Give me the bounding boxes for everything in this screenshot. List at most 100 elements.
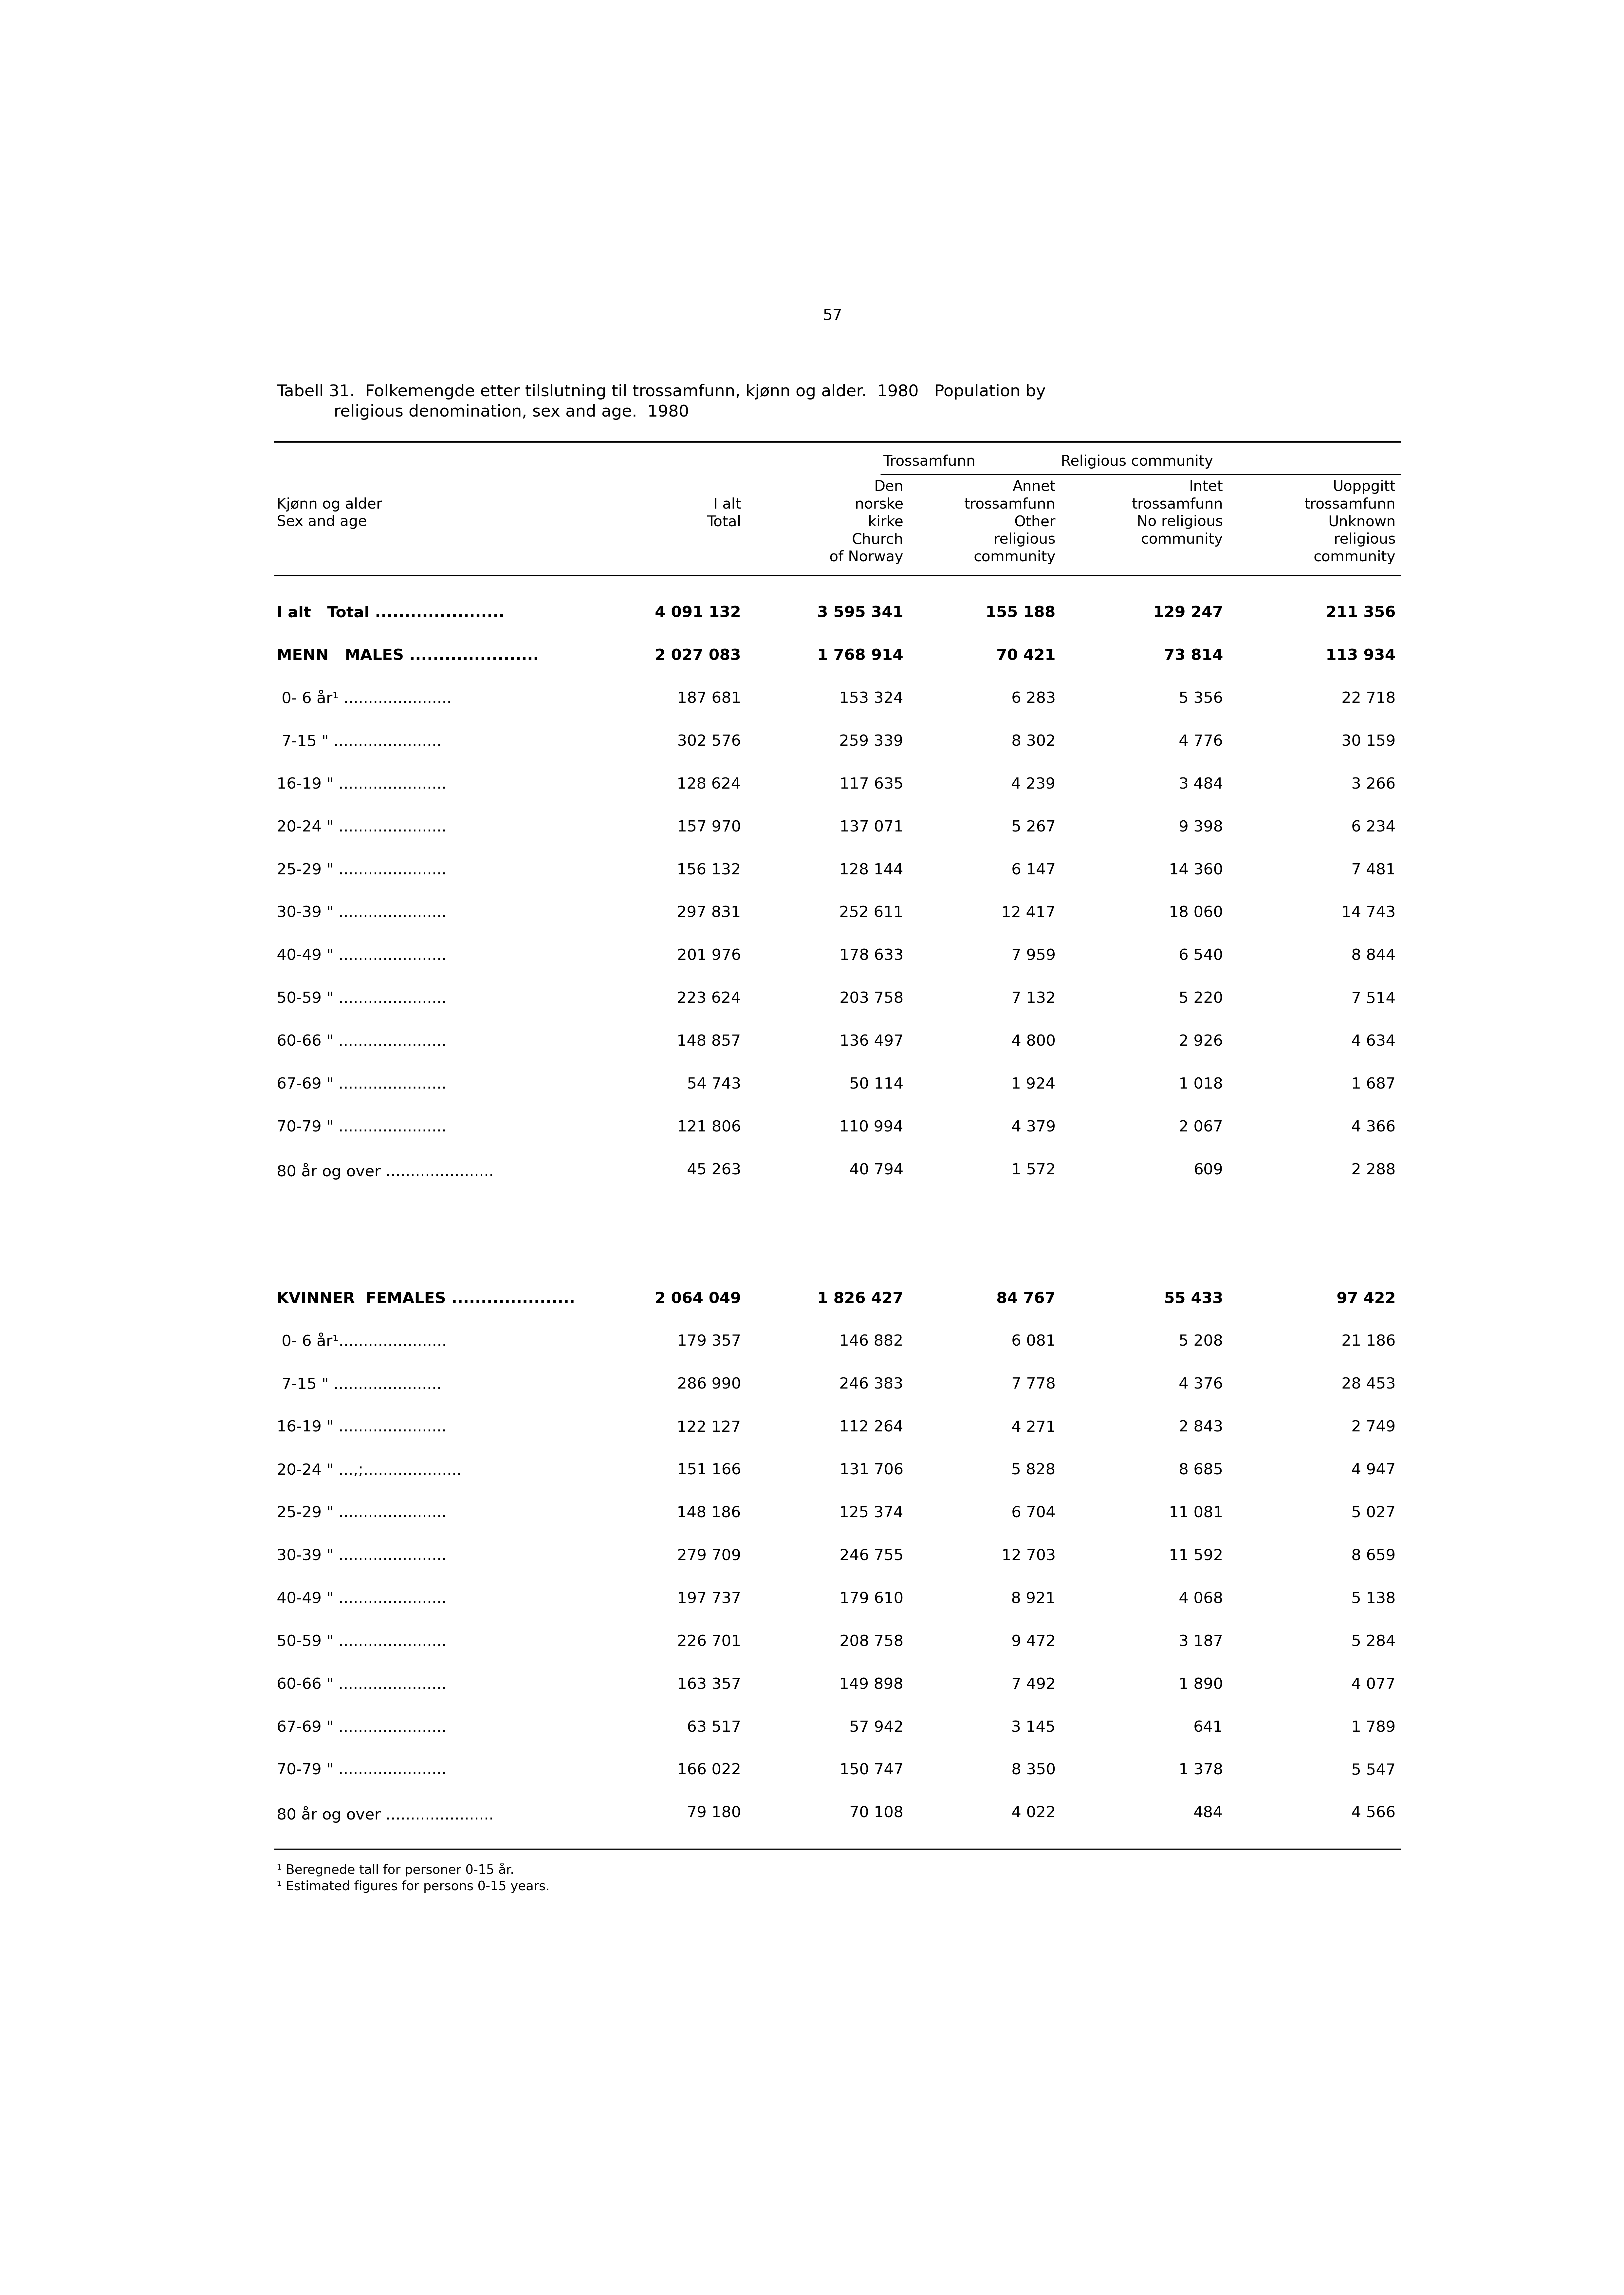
Text: 50-59 " ......................: 50-59 " ...................... (276, 1634, 447, 1650)
Text: 9 472: 9 472 (1012, 1634, 1056, 1650)
Text: 2 843: 2 843 (1179, 1421, 1223, 1434)
Text: 16-19 " ......................: 16-19 " ...................... (276, 778, 447, 792)
Text: 73 814: 73 814 (1164, 649, 1223, 663)
Text: 6 234: 6 234 (1351, 819, 1395, 835)
Text: 223 624: 223 624 (677, 991, 741, 1005)
Text: 20-24 " ...,;....................: 20-24 " ...,;.................... (276, 1464, 461, 1478)
Text: 70-79 " ......................: 70-79 " ...................... (276, 1120, 447, 1136)
Text: 6 704: 6 704 (1012, 1506, 1056, 1522)
Text: 7 481: 7 481 (1351, 863, 1395, 877)
Text: 1 789: 1 789 (1351, 1721, 1395, 1735)
Text: 4 566: 4 566 (1351, 1806, 1395, 1820)
Text: 4 634: 4 634 (1351, 1035, 1395, 1049)
Text: 28 453: 28 453 (1341, 1377, 1395, 1393)
Text: 179 357: 179 357 (677, 1333, 741, 1349)
Text: 6 540: 6 540 (1179, 948, 1223, 964)
Text: religious: religious (1333, 532, 1395, 546)
Text: 153 324: 153 324 (840, 691, 903, 707)
Text: 4 947: 4 947 (1351, 1464, 1395, 1478)
Text: community: community (1314, 551, 1395, 565)
Text: 4 091 132: 4 091 132 (654, 606, 741, 620)
Text: 252 611: 252 611 (840, 907, 903, 920)
Text: 12 703: 12 703 (1002, 1549, 1056, 1563)
Text: 1 890: 1 890 (1179, 1678, 1223, 1691)
Text: 246 755: 246 755 (840, 1549, 903, 1563)
Text: 57 942: 57 942 (849, 1721, 903, 1735)
Text: 57: 57 (822, 308, 843, 324)
Text: 4 776: 4 776 (1179, 734, 1223, 748)
Text: 1 924: 1 924 (1012, 1076, 1056, 1092)
Text: 7-15 " ......................: 7-15 " ...................... (276, 734, 442, 748)
Text: 2 027 083: 2 027 083 (654, 649, 741, 663)
Text: 2 926: 2 926 (1179, 1035, 1223, 1049)
Text: 226 701: 226 701 (677, 1634, 741, 1650)
Text: 148 186: 148 186 (677, 1506, 741, 1522)
Text: 3 266: 3 266 (1351, 778, 1395, 792)
Text: 178 633: 178 633 (840, 948, 903, 964)
Text: 70-79 " ......................: 70-79 " ...................... (276, 1763, 447, 1779)
Text: 11 592: 11 592 (1169, 1549, 1223, 1563)
Text: 8 302: 8 302 (1012, 734, 1056, 748)
Text: 1 768 914: 1 768 914 (817, 649, 903, 663)
Text: 129 247: 129 247 (1153, 606, 1223, 620)
Text: 67-69 " ......................: 67-69 " ...................... (276, 1076, 447, 1092)
Text: 4 379: 4 379 (1012, 1120, 1056, 1136)
Text: Tabell 31.  Folkemengde etter tilslutning til trossamfunn, kjønn og alder.  1980: Tabell 31. Folkemengde etter tilslutning… (276, 383, 1046, 399)
Text: 25-29 " ......................: 25-29 " ...................... (276, 863, 447, 877)
Text: 45 263: 45 263 (687, 1164, 741, 1177)
Text: 70 421: 70 421 (997, 649, 1056, 663)
Text: 6 081: 6 081 (1012, 1333, 1056, 1349)
Text: 8 685: 8 685 (1179, 1464, 1223, 1478)
Text: 484: 484 (1194, 1806, 1223, 1820)
Text: 201 976: 201 976 (677, 948, 741, 964)
Text: 21 186: 21 186 (1341, 1333, 1395, 1349)
Text: Trossamfunn: Trossamfunn (883, 454, 976, 468)
Text: 18 060: 18 060 (1169, 907, 1223, 920)
Text: ¹ Beregnede tall for personer 0-15 år.: ¹ Beregnede tall for personer 0-15 år. (276, 1864, 515, 1877)
Text: trossamfunn: trossamfunn (965, 498, 1056, 512)
Text: 84 767: 84 767 (997, 1292, 1056, 1306)
Text: 163 357: 163 357 (677, 1678, 741, 1691)
Text: 4 068: 4 068 (1179, 1593, 1223, 1606)
Text: 67-69 " ......................: 67-69 " ...................... (276, 1721, 447, 1735)
Text: 149 898: 149 898 (840, 1678, 903, 1691)
Text: 30-39 " ......................: 30-39 " ...................... (276, 1549, 447, 1563)
Text: 30-39 " ......................: 30-39 " ...................... (276, 907, 447, 920)
Text: 79 180: 79 180 (687, 1806, 741, 1820)
Text: 148 857: 148 857 (677, 1035, 741, 1049)
Text: community: community (1142, 532, 1223, 546)
Text: 7 778: 7 778 (1012, 1377, 1056, 1393)
Text: 150 747: 150 747 (840, 1763, 903, 1779)
Text: Kjønn og alder: Kjønn og alder (276, 498, 382, 512)
Text: 3 484: 3 484 (1179, 778, 1223, 792)
Text: Uoppgitt: Uoppgitt (1333, 480, 1395, 493)
Text: 25-29 " ......................: 25-29 " ...................... (276, 1506, 447, 1522)
Text: 146 882: 146 882 (840, 1333, 903, 1349)
Text: 203 758: 203 758 (840, 991, 903, 1005)
Text: 4 800: 4 800 (1012, 1035, 1056, 1049)
Text: Religious community: Religious community (1060, 454, 1213, 468)
Text: Den: Den (874, 480, 903, 493)
Text: trossamfunn: trossamfunn (1304, 498, 1395, 512)
Text: 156 132: 156 132 (677, 863, 741, 877)
Text: 113 934: 113 934 (1325, 649, 1395, 663)
Text: Church: Church (853, 532, 903, 546)
Text: 122 127: 122 127 (677, 1421, 741, 1434)
Text: 40-49 " ......................: 40-49 " ...................... (276, 1593, 447, 1606)
Text: 16-19 " ......................: 16-19 " ...................... (276, 1421, 447, 1434)
Text: community: community (973, 551, 1056, 565)
Text: 117 635: 117 635 (840, 778, 903, 792)
Text: 40 794: 40 794 (849, 1164, 903, 1177)
Text: 5 284: 5 284 (1351, 1634, 1395, 1650)
Text: religious: religious (994, 532, 1056, 546)
Text: 3 145: 3 145 (1012, 1721, 1056, 1735)
Text: 208 758: 208 758 (840, 1634, 903, 1650)
Text: 5 208: 5 208 (1179, 1333, 1223, 1349)
Text: 80 år og over ......................: 80 år og over ...................... (276, 1164, 494, 1180)
Text: 110 994: 110 994 (840, 1120, 903, 1136)
Text: trossamfunn: trossamfunn (1132, 498, 1223, 512)
Text: 136 497: 136 497 (840, 1035, 903, 1049)
Text: 246 383: 246 383 (840, 1377, 903, 1393)
Text: 4 366: 4 366 (1351, 1120, 1395, 1136)
Text: religious denomination, sex and age.  1980: religious denomination, sex and age. 198… (276, 404, 689, 420)
